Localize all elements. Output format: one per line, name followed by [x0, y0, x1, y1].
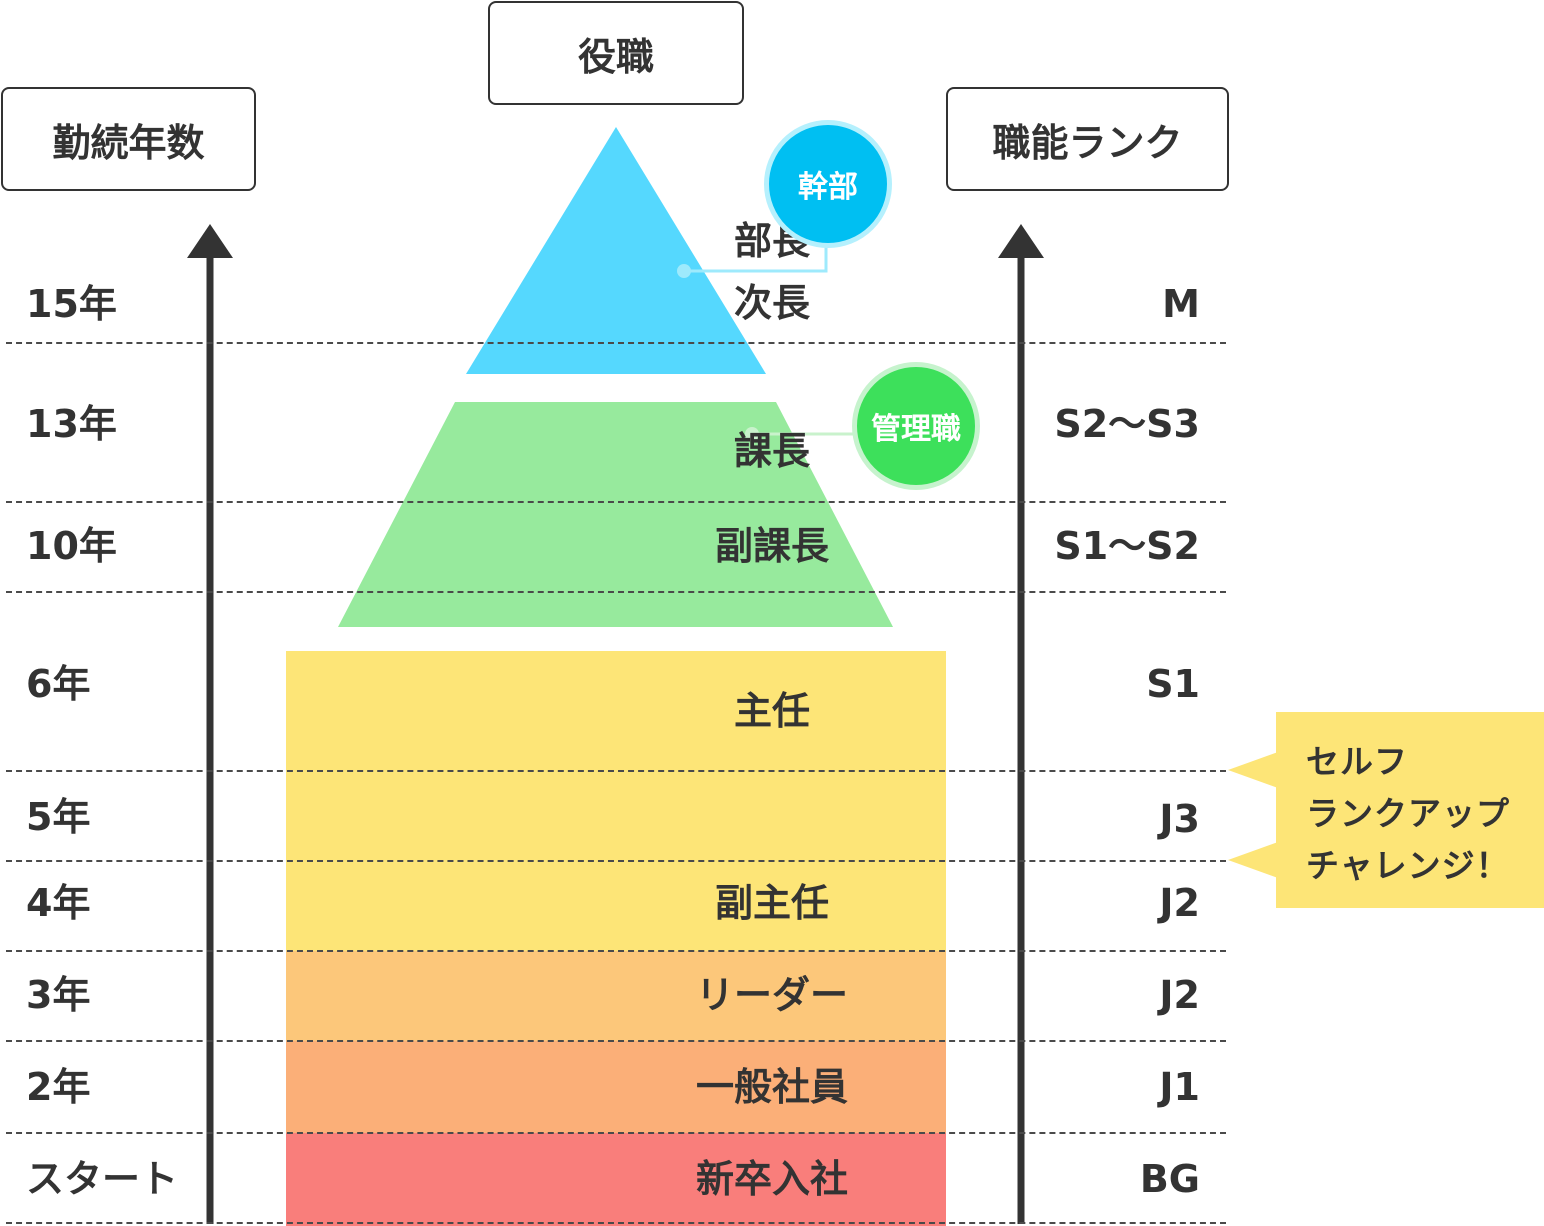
callout-pointer-upper	[1228, 752, 1278, 788]
tenure-label: 5年	[26, 795, 91, 839]
executive-connector	[684, 240, 828, 273]
executive-triangle	[466, 127, 766, 374]
position-kacho: 課長	[733, 429, 810, 473]
position-jicho: 次長	[733, 281, 810, 325]
executive-connector-dot	[677, 264, 691, 278]
executive-badge: 幹部	[764, 120, 892, 248]
callout-line: セルフ	[1306, 742, 1408, 781]
position-bucho: 部長	[733, 219, 810, 263]
rank-label: J3	[1159, 797, 1200, 841]
tenure-label: 15年	[26, 282, 117, 326]
executive-badge-label: 幹部	[798, 170, 858, 205]
management-connector-dot	[745, 427, 759, 441]
rank-label: S1	[1146, 662, 1200, 706]
tenure-arrow-head	[187, 224, 233, 258]
position-ippan: 一般社員	[695, 1065, 848, 1109]
separator-line	[6, 501, 1226, 503]
position-leader: リーダー	[695, 973, 848, 1017]
band-leader	[286, 951, 946, 1041]
rank-label: J1	[1159, 1065, 1200, 1109]
separator-line	[6, 1132, 1226, 1134]
callout-line: ランクアップ	[1306, 794, 1510, 833]
rank-label: J2	[1159, 973, 1200, 1017]
band-staff	[286, 651, 946, 951]
tenure-label: スタート	[26, 1157, 179, 1201]
tenure-label: 4年	[26, 881, 91, 925]
header-position: 役職	[488, 1, 744, 105]
rank-label: BG	[1139, 1157, 1200, 1201]
separator-line	[6, 1040, 1226, 1042]
position-shinsotsu: 新卒入社	[695, 1157, 848, 1201]
band-general	[286, 1041, 946, 1133]
separator-line	[6, 860, 1226, 862]
rank-label: S1〜S2	[1054, 524, 1200, 568]
position-fukukacho: 副課長	[714, 524, 829, 568]
callout-pointer-lower	[1228, 842, 1278, 878]
management-badge-label: 管理職	[871, 412, 961, 447]
tenure-label: 10年	[26, 524, 117, 568]
management-trapezoid	[338, 402, 893, 627]
position-shunin: 主任	[733, 689, 810, 733]
tenure-label: 3年	[26, 973, 91, 1017]
tenure-label: 6年	[26, 662, 91, 706]
tenure-label: 2年	[26, 1065, 91, 1109]
rank-label: S2〜S3	[1054, 402, 1200, 446]
header-tenure: 勤続年数	[1, 87, 256, 191]
separator-line	[6, 342, 1226, 344]
separator-line	[6, 1222, 1226, 1224]
callout-line: チャレンジ！	[1306, 846, 1510, 885]
tenure-label: 13年	[26, 402, 117, 446]
rank-label: J2	[1159, 881, 1200, 925]
rank-arrow-head	[998, 224, 1044, 258]
separator-line	[6, 591, 1226, 593]
self-rankup-callout: セルフ ランクアップ チャレンジ！	[1276, 712, 1544, 908]
separator-line	[6, 950, 1226, 952]
header-skill-rank: 職能ランク	[946, 87, 1229, 191]
band-new-hire	[286, 1133, 946, 1226]
separator-line	[6, 770, 1226, 772]
rank-label: M	[1162, 282, 1200, 326]
position-fukushunin: 副主任	[714, 881, 829, 925]
management-badge: 管理職	[852, 362, 980, 490]
